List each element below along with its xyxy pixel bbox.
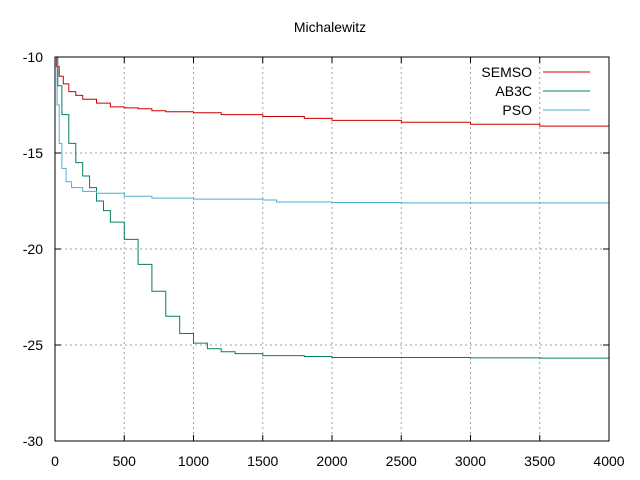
legend-label-pso: PSO [502,102,532,118]
x-tick-label: 2500 [386,453,417,469]
tick-layer: 0 500 1000 1500 2000 2500 3000 3500 4000 -30 -25 -2… [23,49,625,469]
legend: SEMSO AB3C PSO [481,64,590,118]
y-tick-label: -30 [23,433,43,449]
x-tick-label: 0 [51,453,59,469]
x-tick-label: 500 [113,453,137,469]
x-tick-label: 3500 [524,453,555,469]
x-tick-label: 1000 [178,453,209,469]
series-line-pso [55,56,609,204]
x-tick-label: 1500 [247,453,278,469]
x-tick-label: 4000 [593,453,624,469]
series-line-semso [55,56,610,128]
y-tick-label: -15 [23,145,43,161]
x-tick-label: 2000 [316,453,347,469]
y-tick-label: -10 [23,49,43,65]
series-line-ab3c [55,56,610,359]
series-layer [55,56,610,359]
legend-label-ab3c: AB3C [495,83,532,99]
x-tick-label: 3000 [455,453,486,469]
y-tick-label: -25 [23,337,43,353]
legend-label-semso: SEMSO [481,64,532,80]
y-tick-label: -20 [23,241,43,257]
chart-title: Michalewitz [294,19,366,35]
grid-layer [55,57,609,441]
